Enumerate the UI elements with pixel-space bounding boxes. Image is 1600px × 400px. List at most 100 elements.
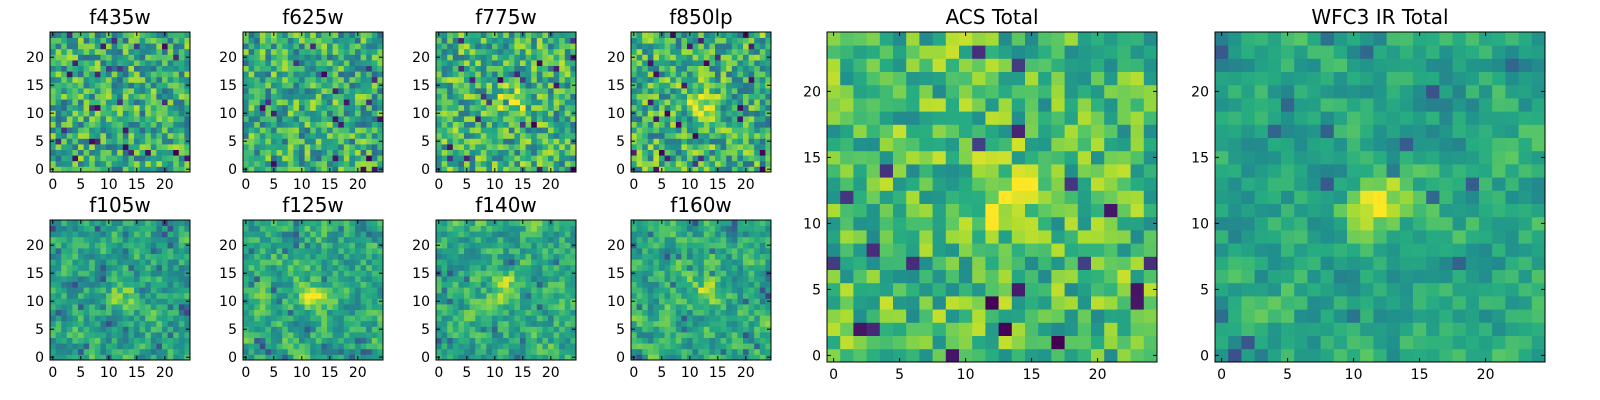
heatmap-cell	[492, 144, 498, 150]
heatmap-cell	[475, 270, 482, 277]
heatmap-cell	[553, 320, 560, 327]
heatmap-cell	[78, 160, 84, 167]
heatmap-cell	[139, 93, 146, 100]
heatmap-cell	[66, 253, 73, 260]
heatmap-cell	[106, 99, 112, 106]
heatmap-cell	[178, 326, 185, 333]
heatmap-cell	[464, 138, 470, 145]
heatmap-cell	[670, 332, 677, 338]
heatmap-cell	[321, 337, 328, 344]
heatmap-cell	[377, 332, 384, 338]
heatmap-cell	[72, 99, 79, 106]
heatmap-cell	[61, 110, 68, 117]
heatmap-cell	[276, 337, 283, 344]
heatmap-cell	[304, 309, 311, 316]
heatmap-cell	[447, 93, 454, 100]
heatmap-cell	[83, 104, 90, 111]
heatmap-cell	[670, 76, 677, 83]
heatmap-cell	[271, 121, 277, 128]
heatmap-cell	[531, 82, 538, 89]
heatmap-cell	[265, 149, 272, 156]
heatmap-cell	[642, 71, 649, 78]
heatmap-cell	[553, 309, 560, 316]
heatmap-cell	[441, 116, 448, 122]
plot-frame	[49, 31, 191, 173]
heatmap-cell	[248, 276, 255, 282]
heatmap-cell	[128, 320, 135, 327]
heatmap-cell	[687, 60, 693, 66]
heatmap-cell	[475, 132, 482, 139]
heatmap-cell	[287, 343, 294, 350]
heatmap-cell	[139, 71, 146, 78]
heatmap-cell	[254, 264, 261, 271]
heatmap-cell	[299, 348, 305, 355]
heatmap-cell	[134, 93, 140, 100]
heatmap-cell	[698, 332, 705, 338]
heatmap-cell	[343, 253, 350, 260]
heatmap-cell	[50, 104, 56, 111]
heatmap-cell	[100, 48, 107, 55]
heatmap-cell	[371, 127, 378, 134]
heatmap-cell	[480, 225, 487, 232]
heatmap-cell	[703, 160, 710, 167]
heatmap-cell	[765, 287, 772, 294]
heatmap-cell	[162, 60, 168, 66]
heatmap-cell	[173, 144, 180, 150]
heatmap-cell	[178, 220, 185, 226]
heatmap-cell	[89, 320, 96, 327]
heatmap-cell	[61, 43, 68, 50]
heatmap-cell	[531, 104, 538, 111]
heatmap-cell	[503, 76, 510, 83]
heatmap-cell	[670, 298, 677, 305]
heatmap-cell	[134, 320, 140, 327]
heatmap-cell	[299, 292, 305, 299]
heatmap-cell	[514, 138, 521, 145]
heatmap-cell	[737, 93, 744, 100]
heatmap-cell	[675, 88, 682, 94]
heatmap-cell	[156, 337, 163, 344]
heatmap-cell	[542, 320, 549, 327]
heatmap-cell	[525, 248, 532, 254]
heatmap-cell	[536, 276, 543, 282]
heatmap-cell	[117, 242, 124, 249]
heatmap-cell	[259, 121, 266, 128]
heatmap-cell	[156, 65, 163, 72]
heatmap-cell	[128, 242, 135, 249]
heatmap-cell	[327, 326, 333, 333]
heatmap-cell	[743, 144, 749, 150]
heatmap-cell	[681, 276, 688, 282]
heatmap-cell	[117, 337, 124, 344]
heatmap-cell	[304, 253, 311, 260]
heatmap-cell	[66, 259, 73, 266]
heatmap-cell	[737, 144, 744, 150]
heatmap-cell	[514, 144, 521, 150]
heatmap-cell	[145, 354, 152, 361]
heatmap-cell	[338, 149, 345, 156]
heatmap-cell	[743, 37, 749, 44]
heatmap-cell	[366, 88, 373, 94]
heatmap-cell	[282, 155, 289, 162]
heatmap-cell	[497, 343, 504, 350]
heatmap-cell	[276, 160, 283, 167]
heatmap-cell	[349, 236, 356, 243]
heatmap-cell	[642, 132, 649, 139]
heatmap-cell	[664, 166, 671, 173]
heatmap-cell	[145, 337, 152, 344]
heatmap-cell	[134, 160, 140, 167]
heatmap-cell	[469, 37, 476, 44]
heatmap-cell	[287, 354, 294, 361]
heatmap-cell	[265, 332, 272, 338]
heatmap-cell	[106, 104, 112, 111]
heatmap-cell	[271, 65, 277, 72]
heatmap-cell	[703, 155, 710, 162]
heatmap-cell	[564, 116, 571, 122]
heatmap-cell	[681, 93, 688, 100]
heatmap-cell	[692, 82, 699, 89]
heatmap-cell	[492, 236, 498, 243]
heatmap-cell	[664, 304, 671, 310]
heatmap-cell	[631, 155, 637, 162]
heatmap-cell	[259, 220, 266, 226]
heatmap-cell	[553, 65, 560, 72]
heatmap-cell	[441, 292, 448, 299]
heatmap-cell	[636, 99, 643, 106]
